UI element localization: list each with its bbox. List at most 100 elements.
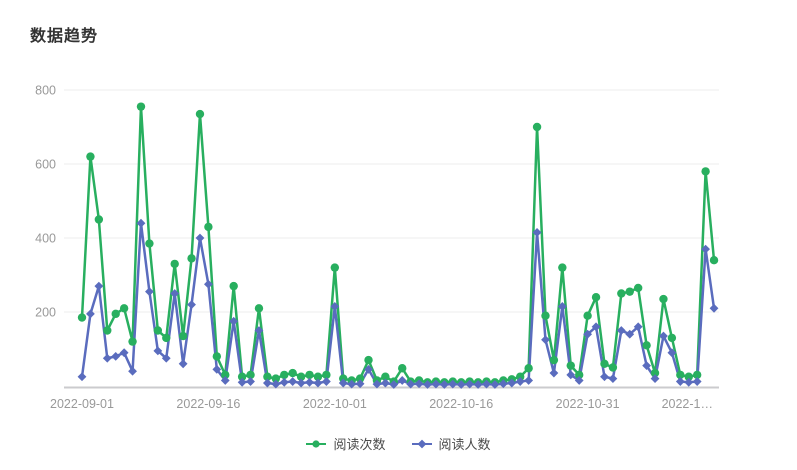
data-point-read-count[interactable] xyxy=(701,167,710,176)
data-point-reader-count[interactable] xyxy=(608,374,618,383)
data-point-reader-count[interactable] xyxy=(465,379,475,389)
data-point-reader-count[interactable] xyxy=(423,380,432,389)
data-point-reader-count[interactable] xyxy=(473,380,483,389)
data-point-read-count[interactable] xyxy=(119,304,129,313)
data-point-reader-count[interactable] xyxy=(119,348,129,358)
data-point-reader-count[interactable] xyxy=(111,352,121,361)
data-point-read-count[interactable] xyxy=(541,311,550,320)
data-point-reader-count[interactable] xyxy=(128,366,137,376)
data-point-reader-count[interactable] xyxy=(372,379,382,389)
data-point-reader-count[interactable] xyxy=(397,376,407,385)
data-point-read-count[interactable] xyxy=(263,372,272,381)
data-point-read-count[interactable] xyxy=(313,372,323,381)
data-point-reader-count[interactable] xyxy=(102,353,112,363)
data-point-read-count[interactable] xyxy=(305,370,314,380)
data-point-read-count[interactable] xyxy=(600,359,609,368)
data-point-reader-count[interactable] xyxy=(659,331,668,341)
data-point-read-count[interactable] xyxy=(288,368,297,378)
data-point-reader-count[interactable] xyxy=(178,359,188,369)
data-point-read-count[interactable] xyxy=(178,331,188,341)
data-point-reader-count[interactable] xyxy=(650,374,660,383)
data-point-read-count[interactable] xyxy=(246,370,255,380)
data-point-read-count[interactable] xyxy=(355,374,365,383)
data-point-read-count[interactable] xyxy=(221,370,230,380)
data-point-reader-count[interactable] xyxy=(625,329,635,339)
data-point-reader-count[interactable] xyxy=(313,378,323,388)
data-point-reader-count[interactable] xyxy=(271,379,281,389)
chart-canvas[interactable]: 200 400 600 800 2022-09-01 2022-09-16 2022-10-… xyxy=(0,0,797,428)
data-point-reader-count[interactable] xyxy=(549,368,559,378)
data-point-read-count[interactable] xyxy=(339,374,348,383)
data-point-reader-count[interactable] xyxy=(667,348,677,358)
data-point-reader-count[interactable] xyxy=(566,370,576,380)
data-point-reader-count[interactable] xyxy=(153,346,163,356)
data-point-read-count[interactable] xyxy=(659,294,668,304)
data-point-reader-count[interactable] xyxy=(692,377,702,386)
data-point-reader-count[interactable] xyxy=(254,326,264,335)
data-point-read-count[interactable] xyxy=(271,374,281,383)
data-point-read-count[interactable] xyxy=(212,352,222,361)
data-point-reader-count[interactable] xyxy=(364,364,373,374)
data-point-read-count[interactable] xyxy=(187,254,196,263)
data-point-read-count[interactable] xyxy=(532,122,542,132)
data-point-reader-count[interactable] xyxy=(507,378,517,388)
data-point-reader-count[interactable] xyxy=(305,377,314,387)
data-point-reader-count[interactable] xyxy=(77,372,87,382)
data-point-reader-count[interactable] xyxy=(237,377,247,387)
legend-item-read-count[interactable]: 阅读次数 xyxy=(306,434,386,453)
data-point-reader-count[interactable] xyxy=(170,289,180,298)
data-point-reader-count[interactable] xyxy=(701,244,710,254)
data-point-reader-count[interactable] xyxy=(161,353,171,363)
data-point-reader-count[interactable] xyxy=(431,379,441,389)
data-point-reader-count[interactable] xyxy=(557,302,567,311)
data-point-reader-count[interactable] xyxy=(600,372,609,382)
data-point-reader-count[interactable] xyxy=(262,378,272,388)
data-point-reader-count[interactable] xyxy=(288,377,298,386)
data-point-read-count[interactable] xyxy=(709,256,719,265)
data-point-reader-count[interactable] xyxy=(574,376,584,385)
data-point-reader-count[interactable] xyxy=(406,379,416,389)
data-point-reader-count[interactable] xyxy=(498,379,508,389)
data-point-read-count[interactable] xyxy=(162,333,171,343)
data-point-read-count[interactable] xyxy=(398,364,407,373)
data-point-read-count[interactable] xyxy=(195,109,205,119)
data-point-read-count[interactable] xyxy=(617,289,626,298)
data-point-reader-count[interactable] xyxy=(220,376,230,385)
data-point-read-count[interactable] xyxy=(136,102,146,111)
data-point-read-count[interactable] xyxy=(633,283,643,293)
data-point-reader-count[interactable] xyxy=(448,379,458,389)
data-point-reader-count[interactable] xyxy=(279,377,289,387)
data-point-read-count[interactable] xyxy=(524,364,533,373)
data-point-reader-count[interactable] xyxy=(616,326,626,335)
data-point-reader-count[interactable] xyxy=(524,376,534,385)
data-point-read-count[interactable] xyxy=(145,239,154,248)
data-point-read-count[interactable] xyxy=(591,293,601,302)
data-point-reader-count[interactable] xyxy=(246,377,255,386)
data-point-read-count[interactable] xyxy=(642,341,651,350)
data-point-reader-count[interactable] xyxy=(229,316,239,326)
data-point-read-count[interactable] xyxy=(692,370,702,380)
data-point-reader-count[interactable] xyxy=(684,377,694,387)
data-point-read-count[interactable] xyxy=(574,370,584,380)
data-point-read-count[interactable] xyxy=(153,326,163,335)
data-point-read-count[interactable] xyxy=(667,333,677,343)
data-point-reader-count[interactable] xyxy=(145,287,154,297)
data-point-read-count[interactable] xyxy=(254,304,264,313)
data-point-read-count[interactable] xyxy=(322,370,331,380)
data-point-read-count[interactable] xyxy=(676,370,685,380)
data-point-read-count[interactable] xyxy=(77,313,87,322)
data-point-read-count[interactable] xyxy=(280,370,289,380)
data-point-read-count[interactable] xyxy=(583,311,592,320)
data-point-read-count[interactable] xyxy=(558,263,567,272)
data-point-read-count[interactable] xyxy=(549,355,559,365)
data-point-reader-count[interactable] xyxy=(338,378,348,388)
data-point-reader-count[interactable] xyxy=(187,300,196,309)
data-point-reader-count[interactable] xyxy=(414,379,424,389)
data-point-read-count[interactable] xyxy=(566,361,575,370)
data-point-read-count[interactable] xyxy=(608,363,618,372)
data-point-reader-count[interactable] xyxy=(347,379,357,389)
data-point-read-count[interactable] xyxy=(170,259,179,269)
data-point-reader-count[interactable] xyxy=(136,218,146,228)
data-point-reader-count[interactable] xyxy=(591,322,601,332)
data-point-reader-count[interactable] xyxy=(195,233,205,243)
